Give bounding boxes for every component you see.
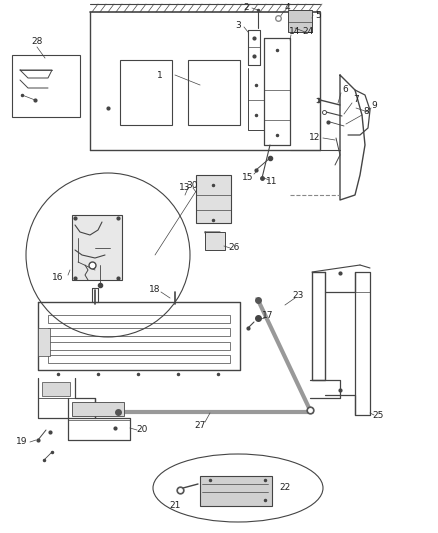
Text: 5: 5	[315, 11, 321, 20]
Bar	[196, 175, 231, 223]
Text: 3: 3	[235, 20, 241, 29]
Text: 22: 22	[279, 482, 291, 491]
Text: 24: 24	[302, 28, 314, 36]
Text: 1: 1	[157, 70, 163, 79]
Bar	[48, 342, 230, 350]
Bar	[72, 215, 122, 280]
Text: 6: 6	[342, 85, 348, 94]
Text: 18: 18	[149, 286, 161, 295]
Text: 20: 20	[136, 425, 148, 434]
Text: 14: 14	[290, 28, 301, 36]
Bar	[48, 328, 230, 336]
Bar	[200, 476, 272, 506]
Text: 25: 25	[372, 410, 384, 419]
Text: 28: 28	[31, 37, 42, 46]
Text: 8: 8	[363, 108, 369, 117]
Ellipse shape	[153, 454, 323, 522]
Bar	[48, 315, 230, 323]
Text: 17: 17	[262, 311, 274, 320]
Bar	[120, 60, 172, 125]
Bar	[38, 328, 50, 356]
Text: 30: 30	[186, 181, 198, 190]
Text: 9: 9	[371, 101, 377, 109]
Text: 23: 23	[292, 290, 304, 300]
Bar	[12, 55, 80, 117]
Text: 7: 7	[353, 95, 359, 104]
Text: 26: 26	[228, 244, 240, 253]
Bar	[48, 355, 230, 363]
Bar	[42, 382, 70, 396]
Text: 16: 16	[52, 273, 64, 282]
Text: 19: 19	[16, 438, 28, 447]
Text: 27: 27	[194, 421, 206, 430]
Text: 13: 13	[179, 183, 191, 192]
Text: 12: 12	[309, 133, 321, 142]
Text: 4: 4	[284, 4, 290, 12]
Text: 2: 2	[243, 4, 249, 12]
Text: 11: 11	[266, 177, 278, 187]
Bar	[188, 60, 240, 125]
Bar	[288, 10, 312, 32]
Text: 21: 21	[170, 500, 181, 510]
Bar	[205, 232, 225, 250]
Bar	[72, 402, 124, 416]
Text: 15: 15	[242, 174, 254, 182]
